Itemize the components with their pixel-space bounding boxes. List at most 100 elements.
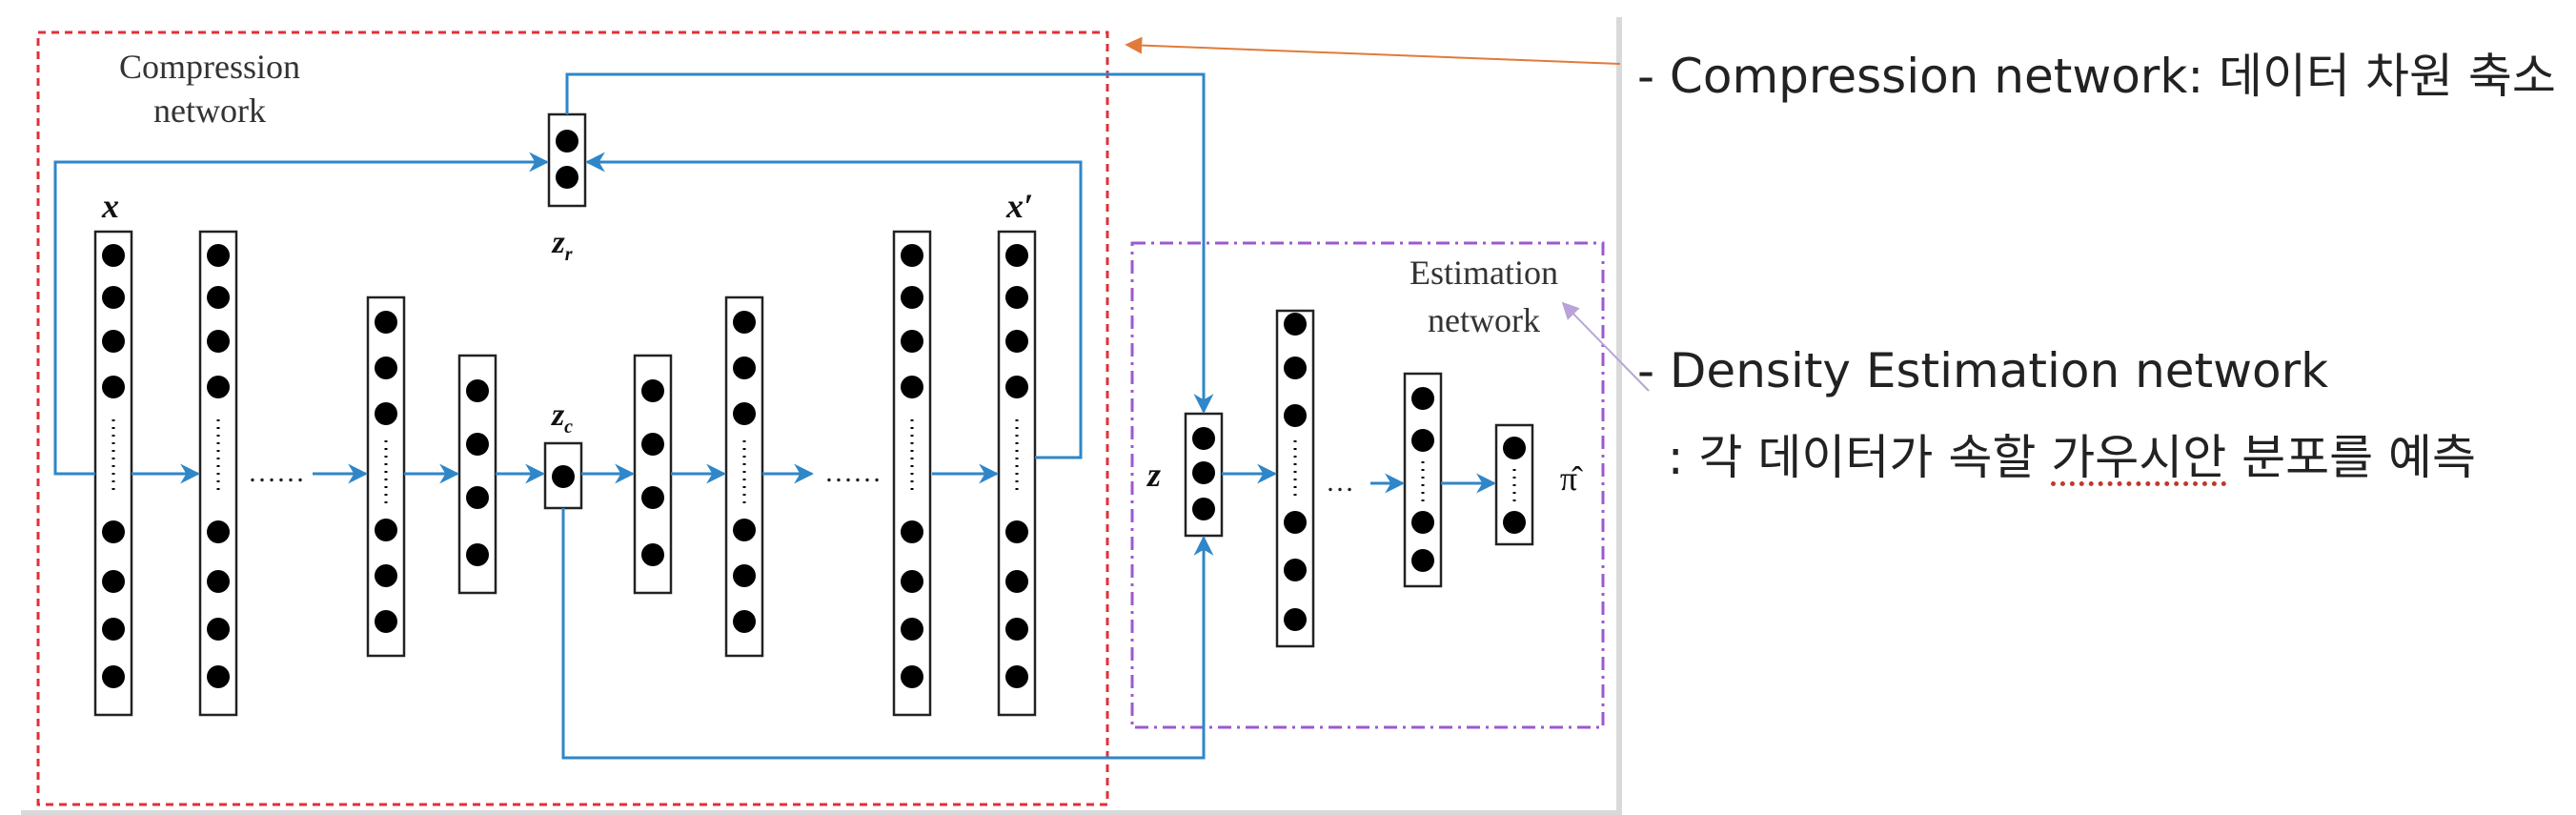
annotation-density-underlined: 가우시안 — [2051, 430, 2227, 485]
label-z-r: zr — [551, 225, 572, 265]
node — [1503, 437, 1526, 459]
node — [901, 618, 923, 641]
node — [1005, 244, 1028, 267]
annotation-density-line2: : 각 데이터가 속할 가우시안 분포를 예측 — [1637, 419, 2476, 488]
node — [1005, 570, 1028, 593]
annotation-density-prefix: : 각 데이터가 속할 — [1637, 430, 2052, 485]
node — [1284, 608, 1307, 631]
flow-arrows — [53, 72, 1497, 760]
compression-network-box — [36, 31, 1109, 806]
node — [375, 357, 397, 379]
node — [1411, 429, 1434, 452]
estimation-title-line1: Estimation — [1410, 254, 1558, 292]
node — [641, 486, 664, 509]
node — [733, 610, 756, 633]
label-x-prime: x′ — [1005, 187, 1033, 225]
node — [375, 610, 397, 633]
node — [375, 564, 397, 587]
node — [641, 433, 664, 456]
node — [466, 543, 489, 566]
node — [375, 311, 397, 334]
node — [901, 330, 923, 353]
node — [1192, 461, 1215, 484]
layer-enc2-frame — [366, 295, 406, 658]
node — [552, 465, 575, 488]
node — [1284, 511, 1307, 534]
node — [901, 286, 923, 309]
node — [1284, 357, 1307, 379]
annotation-compression: - Compression network: 데이터 차원 축소 — [1637, 49, 2556, 104]
node — [207, 330, 230, 353]
node — [901, 376, 923, 398]
node — [102, 286, 125, 309]
node — [1005, 520, 1028, 543]
node — [466, 486, 489, 509]
column-ellipses — [112, 419, 1516, 505]
node — [207, 570, 230, 593]
layer-zr-frame — [547, 112, 587, 208]
node — [733, 402, 756, 425]
node — [1284, 404, 1307, 427]
node — [375, 519, 397, 541]
node — [1005, 330, 1028, 353]
figure-panel — [13, 10, 1616, 810]
node — [1411, 511, 1434, 534]
annotation-density-suffix: 분포를 예측 — [2226, 430, 2477, 485]
density-annotation-arrow — [1561, 301, 1650, 392]
node — [466, 433, 489, 456]
label-z: z — [1146, 456, 1161, 494]
node — [1005, 376, 1028, 398]
node — [1411, 549, 1434, 572]
node — [901, 665, 923, 688]
estimation-network-box — [1130, 241, 1605, 729]
node — [466, 379, 489, 402]
node — [556, 166, 578, 189]
node — [1005, 286, 1028, 309]
node — [641, 379, 664, 402]
node — [102, 244, 125, 267]
estimation-title-line2: network — [1428, 301, 1540, 339]
node — [102, 665, 125, 688]
node — [733, 311, 756, 334]
node — [102, 330, 125, 353]
layer-dec2-frame — [724, 295, 764, 658]
node — [1192, 427, 1215, 450]
node — [102, 520, 125, 543]
node — [207, 618, 230, 641]
node — [901, 244, 923, 267]
node — [207, 244, 230, 267]
ellipsis-encoder: …… — [248, 457, 305, 488]
ellipsis-estimation: … — [1326, 466, 1354, 498]
node — [901, 520, 923, 543]
node — [102, 376, 125, 398]
node — [556, 130, 578, 153]
node — [1284, 313, 1307, 336]
node — [102, 570, 125, 593]
compression-title-line2: network — [153, 92, 266, 130]
nodes — [102, 130, 1526, 688]
node — [901, 570, 923, 593]
node — [1503, 511, 1526, 534]
node — [1411, 387, 1434, 410]
node — [207, 286, 230, 309]
compression-title-line1: Compression — [119, 48, 300, 86]
node — [207, 665, 230, 688]
node — [733, 519, 756, 541]
node — [733, 357, 756, 379]
annotation-density-line1: - Density Estimation network — [1637, 343, 2329, 398]
node — [375, 402, 397, 425]
compression-annotation-arrow — [1125, 36, 1621, 65]
node — [1284, 559, 1307, 581]
node — [1005, 665, 1028, 688]
node — [102, 618, 125, 641]
label-x: x — [101, 187, 119, 225]
node — [207, 376, 230, 398]
node — [207, 520, 230, 543]
label-z-c: zc — [551, 397, 573, 438]
node — [1192, 498, 1215, 520]
node — [1005, 618, 1028, 641]
node — [641, 543, 664, 566]
ellipsis-decoder: …… — [824, 457, 882, 488]
node — [733, 564, 756, 587]
